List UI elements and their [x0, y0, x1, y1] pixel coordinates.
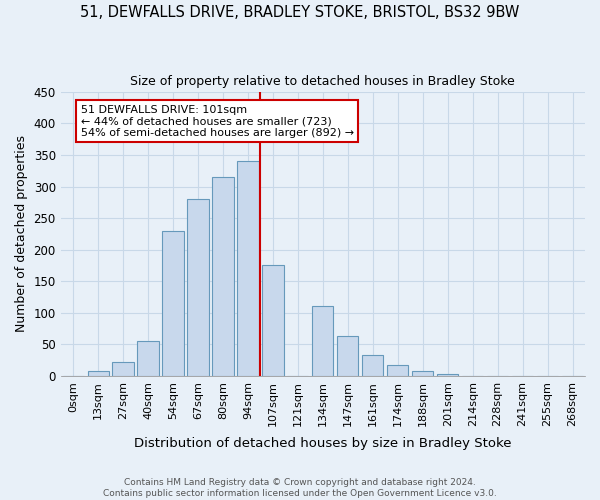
Y-axis label: Number of detached properties: Number of detached properties — [15, 136, 28, 332]
Bar — [163, 231, 184, 376]
Bar — [88, 372, 109, 376]
Bar — [387, 364, 409, 376]
Bar — [412, 371, 433, 376]
Bar — [238, 162, 259, 376]
Text: 51 DEWFALLS DRIVE: 101sqm
← 44% of detached houses are smaller (723)
54% of semi: 51 DEWFALLS DRIVE: 101sqm ← 44% of detac… — [80, 104, 354, 138]
Title: Size of property relative to detached houses in Bradley Stoke: Size of property relative to detached ho… — [130, 75, 515, 88]
Bar — [437, 374, 458, 376]
Bar — [337, 336, 358, 376]
Bar — [312, 306, 334, 376]
Bar — [187, 199, 209, 376]
Bar — [262, 266, 284, 376]
Bar — [137, 341, 158, 376]
Bar — [362, 355, 383, 376]
Bar — [212, 177, 233, 376]
Bar — [112, 362, 134, 376]
Text: Contains HM Land Registry data © Crown copyright and database right 2024.
Contai: Contains HM Land Registry data © Crown c… — [103, 478, 497, 498]
Text: 51, DEWFALLS DRIVE, BRADLEY STOKE, BRISTOL, BS32 9BW: 51, DEWFALLS DRIVE, BRADLEY STOKE, BRIST… — [80, 5, 520, 20]
X-axis label: Distribution of detached houses by size in Bradley Stoke: Distribution of detached houses by size … — [134, 437, 512, 450]
